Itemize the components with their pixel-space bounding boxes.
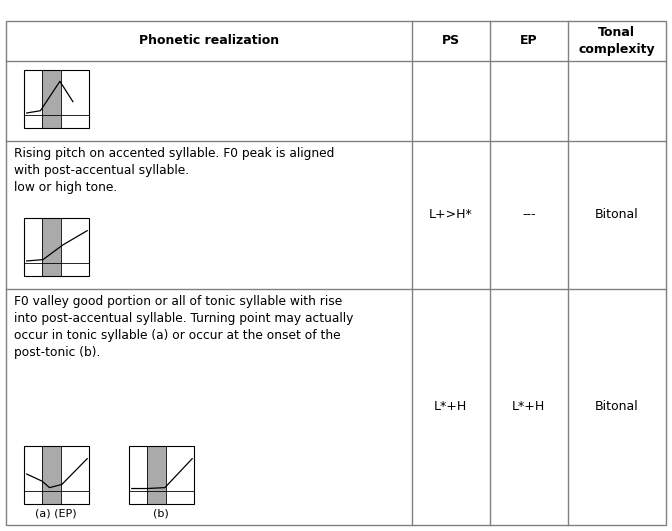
Bar — [146, 446, 166, 491]
Text: L*+H: L*+H — [512, 400, 546, 414]
Bar — [24, 70, 89, 128]
Bar — [61, 263, 89, 276]
Bar — [42, 491, 61, 504]
Bar — [24, 263, 42, 276]
Text: F0 valley good portion or all of tonic syllable with rise
into post-accentual sy: F0 valley good portion or all of tonic s… — [14, 295, 353, 359]
Bar — [24, 218, 89, 276]
Text: Bitonal: Bitonal — [595, 400, 638, 414]
Text: Rising pitch on accented syllable. F0 peak is aligned
with post-accentual syllab: Rising pitch on accented syllable. F0 pe… — [14, 147, 335, 194]
Bar — [24, 70, 89, 128]
Bar — [42, 70, 61, 115]
Bar — [128, 491, 146, 504]
Bar — [61, 115, 89, 128]
Bar — [24, 491, 42, 504]
Text: ---: --- — [522, 209, 536, 221]
Bar — [128, 446, 194, 504]
Bar — [24, 446, 89, 504]
Bar — [42, 263, 61, 276]
Text: L+>H*: L+>H* — [429, 209, 472, 221]
Text: PS: PS — [442, 35, 460, 47]
Bar — [61, 491, 89, 504]
Bar — [24, 446, 89, 504]
Text: Bitonal: Bitonal — [595, 209, 638, 221]
Text: Tonal
complexity: Tonal complexity — [579, 27, 655, 56]
Bar — [42, 446, 61, 491]
Text: (b): (b) — [153, 508, 169, 518]
Bar — [128, 446, 194, 504]
Bar — [42, 218, 61, 263]
Bar — [42, 115, 61, 128]
Bar — [24, 218, 89, 276]
Text: Phonetic realization: Phonetic realization — [139, 35, 279, 47]
Text: (a) (EP): (a) (EP) — [35, 508, 77, 518]
Text: L*+H: L*+H — [434, 400, 468, 414]
Bar — [146, 491, 166, 504]
Bar — [166, 491, 194, 504]
Text: EP: EP — [520, 35, 538, 47]
Bar — [24, 115, 42, 128]
